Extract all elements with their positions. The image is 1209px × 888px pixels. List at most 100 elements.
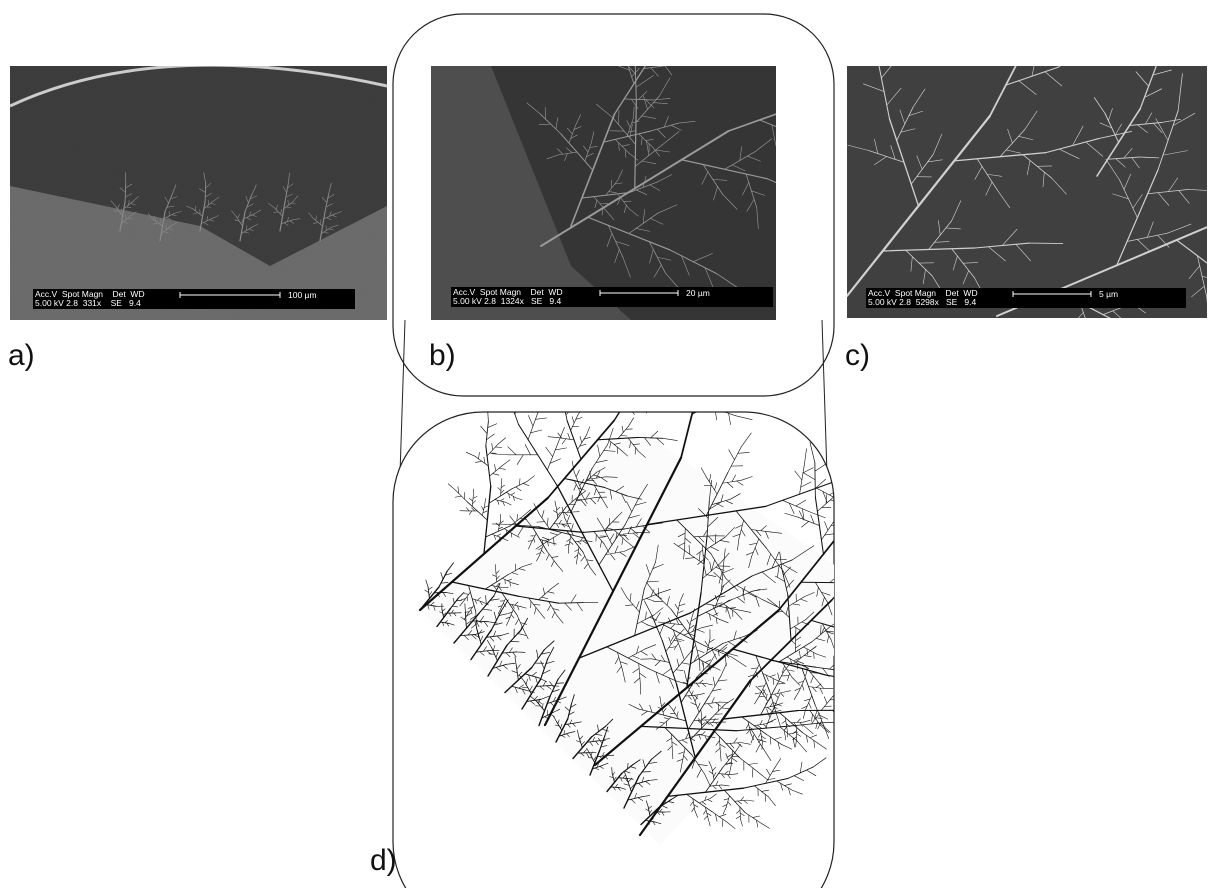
page: {"panels": [ {"label": "a)", "info_heade… (0, 0, 1209, 888)
texture (663, 20, 667, 37)
texture (844, 710, 871, 716)
texture (845, 619, 852, 621)
texture (680, 3, 700, 20)
texture (869, 687, 871, 696)
texture (846, 554, 854, 561)
texture (658, 324, 664, 334)
texture (885, 412, 890, 432)
texture (834, 508, 839, 521)
texture (658, 57, 664, 67)
texture (871, 716, 887, 719)
texture (1115, 337, 1127, 349)
texture (617, 41, 625, 56)
texture (725, 386, 735, 391)
texture (937, 538, 958, 541)
texture (849, 698, 852, 711)
texture (896, 522, 912, 525)
texture (839, 677, 848, 698)
texture (792, 181, 811, 189)
texture (846, 526, 903, 531)
texture (882, 511, 883, 520)
texture (1126, 327, 1129, 369)
texture (1149, 339, 1204, 368)
texture (838, 566, 839, 575)
texture (1015, 22, 1024, 42)
texture (1030, 243, 1063, 244)
panel-label: b) (429, 339, 456, 372)
texture (674, 327, 677, 338)
texture (757, 358, 793, 382)
texture (864, 665, 873, 666)
texture (1065, 3, 1076, 22)
texture (847, 642, 851, 648)
texture (635, 397, 639, 406)
texture (868, 682, 881, 701)
texture (1157, 36, 1165, 64)
texture (903, 531, 937, 538)
texture (843, 671, 859, 672)
texture (881, 641, 895, 649)
texture (869, 33, 879, 65)
texture (639, 382, 663, 383)
texture (749, 325, 750, 336)
texture (727, 371, 737, 377)
texture (909, 483, 918, 493)
texture (860, 661, 861, 670)
texture (842, 588, 846, 596)
texture (1093, 342, 1096, 367)
texture (849, 593, 858, 596)
texture (626, 371, 631, 395)
texture (891, 684, 898, 696)
texture (887, 517, 896, 519)
texture (722, 405, 732, 411)
texture (832, 549, 877, 600)
texture (1177, 344, 1200, 353)
texture (793, 260, 794, 277)
texture (844, 688, 852, 692)
texture (498, 358, 504, 383)
texture (857, 675, 866, 676)
texture (870, 548, 878, 559)
texture (836, 670, 840, 680)
texture (912, 450, 946, 457)
texture (900, 472, 908, 483)
texture (929, 445, 940, 454)
texture (882, 683, 917, 684)
texture (859, 533, 863, 541)
texture (851, 712, 855, 722)
texture (873, 459, 898, 465)
texture (863, 469, 879, 476)
texture (864, 715, 871, 724)
texture (866, 562, 893, 564)
texture (835, 490, 847, 496)
texture (629, 382, 636, 389)
texture (696, 343, 706, 348)
texture (879, 555, 887, 563)
texture (886, 563, 893, 572)
panel-label: c) (845, 339, 870, 372)
texture (863, 543, 867, 551)
texture (1037, 21, 1092, 24)
texture (854, 560, 861, 568)
texture (848, 612, 858, 617)
texture (850, 587, 858, 595)
texture (855, 633, 881, 641)
texture (766, 376, 783, 378)
texture (875, 639, 879, 649)
texture (653, 362, 667, 365)
texture (868, 653, 879, 662)
texture (728, 353, 734, 369)
texture (863, 585, 870, 594)
info-values: 5.00 kV 2.8 5298x SE 9.4 (868, 297, 976, 307)
texture (853, 646, 859, 655)
texture (833, 617, 848, 627)
texture (816, 200, 841, 219)
panel-label: a) (8, 339, 35, 372)
texture (908, 683, 919, 692)
texture (796, 135, 806, 154)
texture (538, 396, 544, 412)
texture (557, 383, 562, 397)
texture (1205, 367, 1209, 379)
texture (1000, 0, 1005, 19)
texture (929, 59, 976, 65)
